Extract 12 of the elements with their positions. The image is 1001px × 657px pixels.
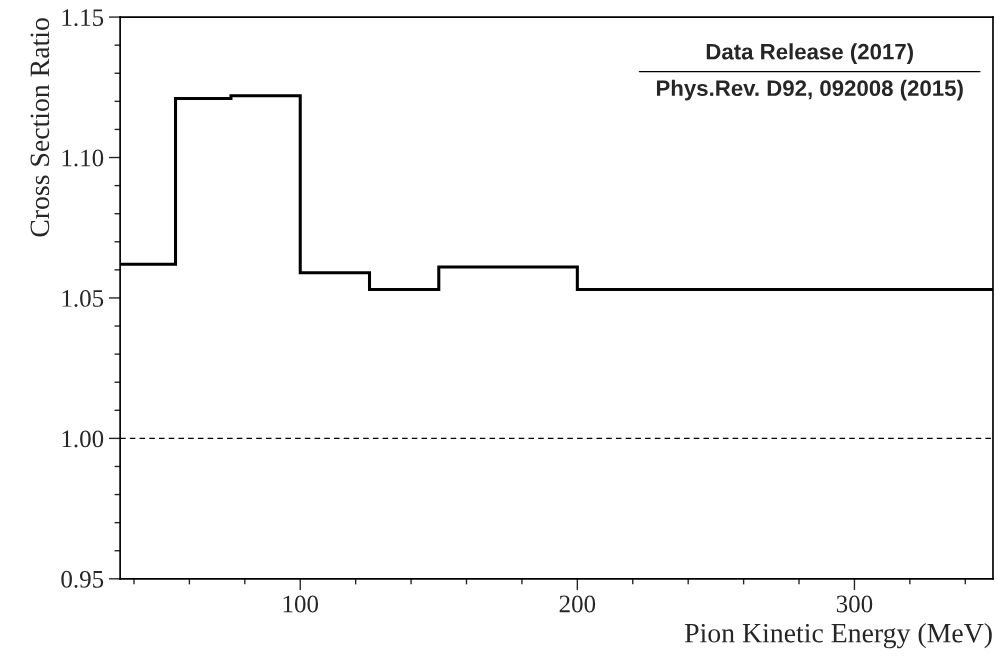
y-tick-label: 1.05 bbox=[62, 290, 104, 307]
y-tick-label: 1.10 bbox=[62, 149, 104, 167]
x-tick-label: 300 bbox=[836, 595, 873, 613]
x-tick-label: 100 bbox=[283, 595, 319, 613]
y-tick-label: 0.95 bbox=[61, 570, 104, 588]
x-axis-title: Pion Kinetic Energy (MeV) bbox=[684, 623, 992, 649]
annotation: Phys.Rev. D92, 092008 (2015) bbox=[656, 79, 963, 101]
y-tick-label: 1.15 bbox=[62, 9, 104, 27]
x-tick-label: 200 bbox=[559, 595, 596, 613]
y-tick-label: 1.00 bbox=[62, 430, 104, 448]
y-axis-title: Cross Section Ratio bbox=[30, 18, 50, 237]
annotation: Data Release (2017) bbox=[706, 43, 913, 64]
